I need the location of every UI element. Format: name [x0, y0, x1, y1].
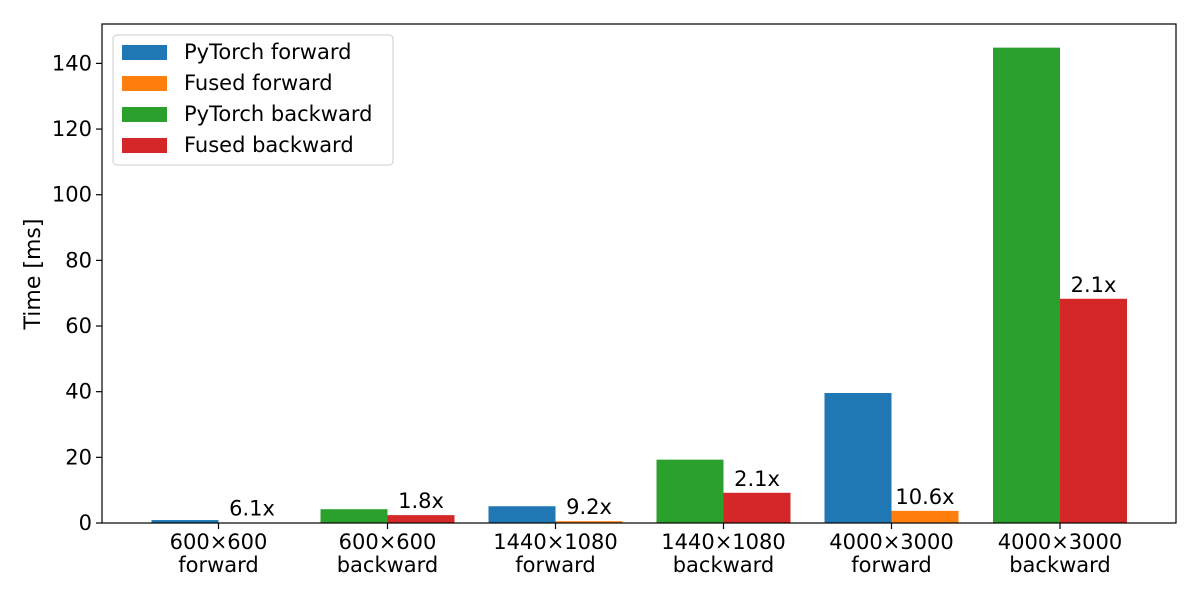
- legend-swatch-pytorch-forward: [122, 45, 167, 60]
- speedup-label-4: 10.6x: [895, 485, 954, 509]
- x-tick-label: backward: [673, 553, 775, 577]
- legend-label-pytorch-backward: PyTorch backward: [184, 102, 372, 126]
- data-labels-layer: 6.1x 1.8x 9.2x 2.1x 10.6x 2.1x: [229, 273, 1116, 521]
- legend-swatch-pytorch-backward: [122, 107, 167, 122]
- bars-layer: [151, 47, 1127, 523]
- x-tick-label: 1440×1080: [493, 530, 617, 554]
- legend: PyTorch forward Fused forward PyTorch back…: [112, 34, 394, 166]
- bar-fused-forward-4: [891, 510, 959, 523]
- y-tick-label: 60: [65, 314, 92, 338]
- legend-box: [112, 34, 394, 166]
- legend-swatch-fused-backward: [122, 138, 167, 153]
- x-tick-label: 600×600: [339, 530, 437, 554]
- x-tick-label: 600×600: [170, 530, 268, 554]
- bar-fused-backward-5: [1060, 298, 1127, 523]
- y-tick-label: 100: [52, 183, 92, 207]
- y-tick-label: 120: [52, 117, 92, 141]
- x-tick-label: 4000×3000: [829, 530, 953, 554]
- bar-pytorch-forward-4: [824, 392, 892, 523]
- legend-label-pytorch-forward: PyTorch forward: [184, 40, 351, 64]
- y-axis-label: Time [ms]: [21, 219, 46, 331]
- y-axis: 0 20 40 60 80 100 120 140: [52, 51, 102, 535]
- x-tick-label: forward: [178, 553, 259, 577]
- legend-swatch-fused-forward: [122, 76, 167, 91]
- x-tick-label: 1440×1080: [661, 530, 785, 554]
- speedup-label-3: 2.1x: [734, 467, 780, 491]
- bar-pytorch-forward-2: [488, 506, 556, 523]
- x-tick-label: forward: [515, 553, 596, 577]
- y-tick-label: 40: [65, 380, 92, 404]
- plot-area-frame: [101, 23, 1177, 524]
- x-axis: 600×600forward600×600backward1440×1080fo…: [170, 523, 1122, 577]
- legend-label-fused-forward: Fused forward: [184, 71, 333, 95]
- y-tick-label: 20: [65, 445, 92, 469]
- x-tick-label: backward: [1009, 553, 1111, 577]
- bar-pytorch-backward-3: [656, 459, 724, 523]
- legend-label-fused-backward: Fused backward: [184, 133, 354, 157]
- speedup-label-5: 2.1x: [1071, 273, 1117, 297]
- x-tick-label: forward: [851, 553, 932, 577]
- x-tick-label: 4000×3000: [998, 530, 1122, 554]
- bar-pytorch-backward-5: [993, 47, 1060, 523]
- x-tick-label: backward: [337, 553, 439, 577]
- bar-fused-forward-2: [555, 521, 623, 523]
- y-tick-label: 80: [65, 248, 92, 272]
- speedup-label-0: 6.1x: [229, 497, 275, 521]
- bar-pytorch-forward-0: [151, 520, 219, 523]
- speedup-label-2: 9.2x: [566, 495, 612, 519]
- bar-fused-backward-1: [387, 515, 455, 523]
- y-tick-label: 0: [79, 511, 92, 535]
- y-tick-label: 140: [52, 51, 92, 75]
- bar-pytorch-backward-1: [320, 509, 388, 523]
- speedup-label-1: 1.8x: [398, 489, 444, 513]
- bar-fused-backward-3: [723, 492, 791, 523]
